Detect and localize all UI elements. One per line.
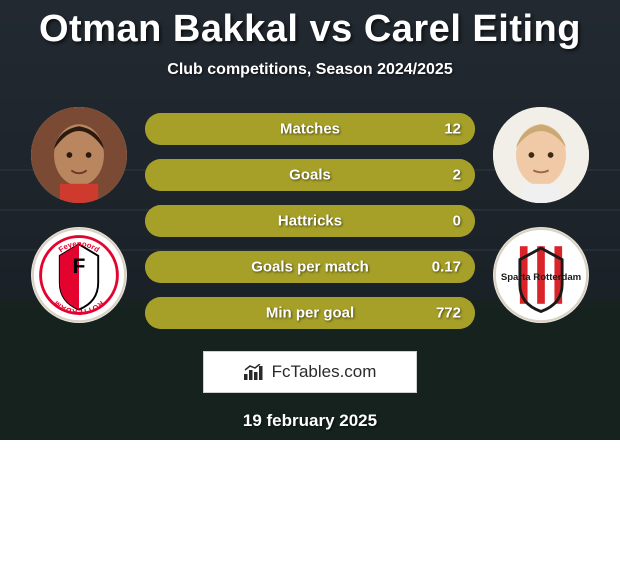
left-side: F Feyenoord ROTTERDAM [31, 107, 127, 323]
player-photo-left [31, 107, 127, 203]
bar-value-right: 0 [453, 213, 461, 230]
club-logo-right: Sparta Rotterdam [493, 227, 589, 323]
bar-value-right: 772 [436, 305, 461, 322]
content: Otman Bakkal vs Carel Eiting Club compet… [0, 0, 620, 431]
card-container: Otman Bakkal vs Carel Eiting Club compet… [0, 0, 620, 440]
bar-label: Goals per match [251, 259, 369, 276]
svg-text:F: F [73, 255, 86, 278]
bar-label: Hattricks [278, 213, 342, 230]
bar-label: Goals [289, 167, 331, 184]
bar-value-right: 0.17 [432, 259, 461, 276]
club-logo-left: F Feyenoord ROTTERDAM [31, 227, 127, 323]
middle-row: F Feyenoord ROTTERDAM 12 Matches 2 Goals 0 Ha… [0, 107, 620, 329]
stat-bar: 772 Min per goal [145, 297, 475, 329]
svg-text:Sparta Rotterdam: Sparta Rotterdam [501, 272, 581, 283]
stat-bar: 12 Matches [145, 113, 475, 145]
chart-icon [244, 364, 264, 380]
bar-label: Matches [280, 121, 340, 138]
brand-text: FcTables.com [272, 362, 377, 382]
player-photo-right [493, 107, 589, 203]
brand-badge[interactable]: FcTables.com [203, 351, 418, 393]
stat-bar: 0.17 Goals per match [145, 251, 475, 283]
right-side: Sparta Rotterdam [493, 107, 589, 323]
subtitle: Club competitions, Season 2024/2025 [167, 61, 452, 79]
stat-bars: 12 Matches 2 Goals 0 Hattricks 0.17 Goals per m… [145, 113, 475, 329]
bar-value-right: 2 [453, 167, 461, 184]
stat-bar: 0 Hattricks [145, 205, 475, 237]
bar-label: Min per goal [266, 305, 354, 322]
stat-bar: 2 Goals [145, 159, 475, 191]
date-text: 19 february 2025 [243, 411, 377, 431]
bar-value-right: 12 [444, 121, 461, 138]
page-title: Otman Bakkal vs Carel Eiting [39, 8, 581, 51]
